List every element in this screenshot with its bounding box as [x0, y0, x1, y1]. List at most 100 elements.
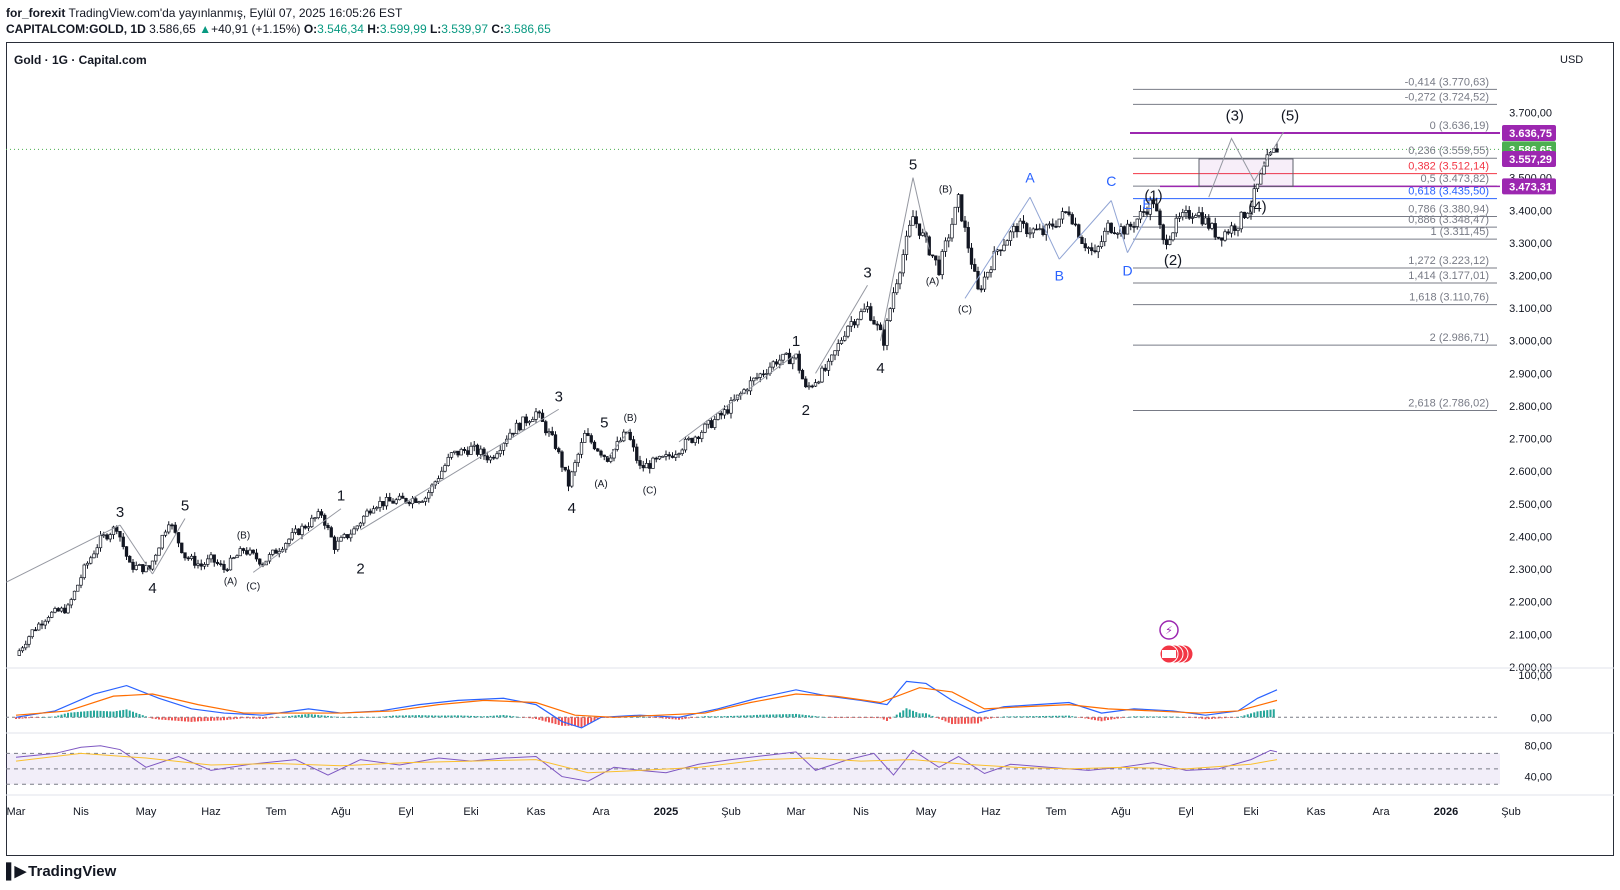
candle-body [1226, 231, 1230, 234]
candle-body [202, 564, 207, 567]
candle-body [332, 536, 337, 550]
macd-axis-label: 0,00 [1531, 712, 1552, 724]
macd-histogram-bar [1113, 717, 1116, 720]
macd-histogram-bar [1201, 717, 1204, 719]
macd-histogram-bar [1087, 717, 1090, 719]
macd-histogram-bar [635, 716, 638, 718]
macd-histogram-bar [1259, 710, 1262, 718]
candle-body [306, 526, 311, 529]
candle-body [186, 557, 190, 560]
candle-body [53, 608, 57, 613]
macd-histogram-bar [947, 717, 950, 723]
currency-label[interactable]: USD [1560, 54, 1584, 66]
macd-histogram-bar [788, 714, 791, 718]
macd-histogram-bar [1250, 713, 1252, 718]
macd-histogram-bar [476, 716, 479, 718]
candle-body [121, 536, 125, 548]
macd-histogram-bar [73, 712, 76, 718]
candle-body [1210, 223, 1214, 229]
wave-label: B [1055, 267, 1064, 283]
candle-body [560, 451, 564, 468]
tradingview-logo[interactable]: ▌▶ TradingView [6, 862, 117, 881]
macd-histogram-bar [993, 717, 996, 718]
candle-body [56, 608, 60, 612]
macd-histogram-bar [473, 715, 476, 718]
wave-label: 1 [792, 333, 800, 350]
macd-histogram-bar [106, 711, 108, 718]
macd-histogram-bar [102, 711, 105, 718]
macd-histogram-bar [756, 714, 758, 718]
macd-histogram-bar [359, 717, 362, 718]
x-tick-label: May [916, 806, 937, 818]
macd-histogram-bar [1230, 717, 1233, 718]
wave-label: (C) [643, 485, 657, 496]
macd-histogram-bar [164, 717, 167, 720]
candle-body [592, 441, 597, 450]
macd-histogram-bar [180, 717, 183, 722]
candle-body [570, 471, 574, 487]
macd-histogram-bar [1233, 717, 1236, 718]
macd-histogram-bar [509, 715, 511, 718]
wave-label: (2) [1164, 252, 1182, 269]
candle-body [1083, 243, 1087, 249]
candle-body [755, 377, 759, 379]
macd-histogram-bar [1149, 716, 1152, 718]
fib-level-label: 0,382 (3.512,14) [1408, 161, 1489, 173]
macd-histogram-bar [200, 717, 203, 722]
candle-body [69, 599, 73, 606]
candle-body [947, 237, 951, 242]
candle-body [813, 382, 818, 387]
candle-body [693, 436, 697, 443]
candle-body [1093, 250, 1097, 253]
fib-level-label: 0,786 (3.380,94) [1408, 203, 1489, 215]
candle-body [1187, 210, 1191, 219]
macd-histogram-bar [678, 717, 680, 720]
macd-histogram-bar [346, 717, 349, 718]
brand-text: TradingView [28, 862, 117, 880]
candle-body [232, 557, 236, 560]
macd-histogram-bar [1012, 716, 1015, 718]
candle-body [690, 437, 694, 443]
macd-histogram-bar [167, 717, 170, 721]
macd-histogram-bar [440, 715, 443, 718]
macd-histogram-bar [379, 716, 381, 718]
macd-histogram-bar [931, 715, 934, 718]
macd-histogram-bar [174, 717, 177, 721]
candle-body [1168, 239, 1172, 245]
macd-histogram-bar [843, 717, 846, 718]
candle-body [501, 443, 506, 451]
candle-body [810, 385, 814, 388]
rsi-axis-label: 40,00 [1524, 772, 1552, 784]
candle-body [566, 469, 571, 487]
macd-histogram-bar [411, 715, 414, 718]
candle-body [573, 462, 577, 473]
macd-histogram-bar [804, 715, 807, 718]
macd-histogram-bar [525, 717, 528, 718]
fib-level-label: 1,272 (3.223,12) [1408, 255, 1489, 267]
candle-body [527, 421, 532, 424]
candle-body [635, 446, 639, 461]
macd-histogram-bar [447, 715, 450, 718]
macd-histogram-bar [434, 715, 437, 718]
macd-histogram-bar [655, 717, 658, 718]
macd-histogram-bar [551, 717, 554, 724]
macd-histogram-bar [892, 716, 895, 718]
macd-histogram-bar [236, 717, 238, 719]
candle-body [973, 264, 977, 272]
macd-histogram-bar [41, 717, 43, 718]
macd-histogram-bar [1100, 717, 1103, 722]
macd-histogram-bar [122, 709, 125, 718]
candle-body [1025, 223, 1029, 235]
candle-body [599, 450, 603, 456]
macd-histogram-bar [912, 710, 914, 718]
candle-body [313, 517, 317, 520]
macd-histogram-bar [258, 717, 261, 719]
chart-frame[interactable] [6, 42, 1614, 856]
wave-connector [360, 408, 560, 531]
macd-histogram-bar [1081, 717, 1083, 718]
macd-histogram-bar [905, 708, 908, 718]
macd-histogram-bar [606, 717, 609, 718]
projection-path [1208, 131, 1284, 198]
macd-histogram-bar [697, 717, 700, 718]
